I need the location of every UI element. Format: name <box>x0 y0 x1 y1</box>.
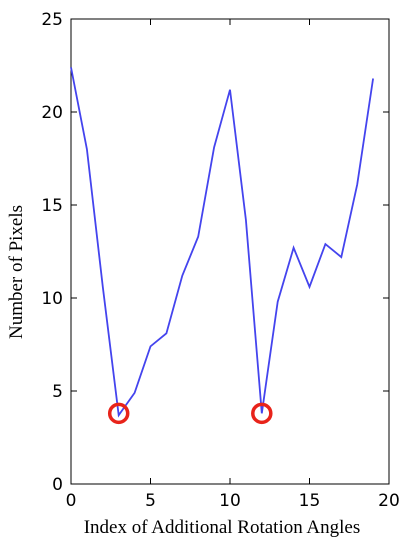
y-tick-label: 5 <box>52 382 63 402</box>
y-tick-label: 25 <box>41 10 63 30</box>
x-tick-label: 5 <box>145 491 156 511</box>
highlight-circle <box>251 402 273 425</box>
x-tick-label: 10 <box>219 491 241 511</box>
x-tick-label: 20 <box>378 491 400 511</box>
y-tick-label: 0 <box>52 475 63 495</box>
plot-frame <box>70 18 390 485</box>
data-line <box>70 67 374 418</box>
y-axis-label: Number of Pixels <box>6 205 27 339</box>
y-tick-label: 10 <box>41 289 63 309</box>
x-tick-label: 15 <box>299 491 321 511</box>
x-axis-label: Index of Additional Rotation Angles <box>84 517 361 538</box>
y-tick-label: 15 <box>41 196 63 216</box>
highlight-circle <box>107 402 130 425</box>
y-tick-label: 20 <box>41 103 63 123</box>
x-tick-label: 0 <box>66 491 77 511</box>
